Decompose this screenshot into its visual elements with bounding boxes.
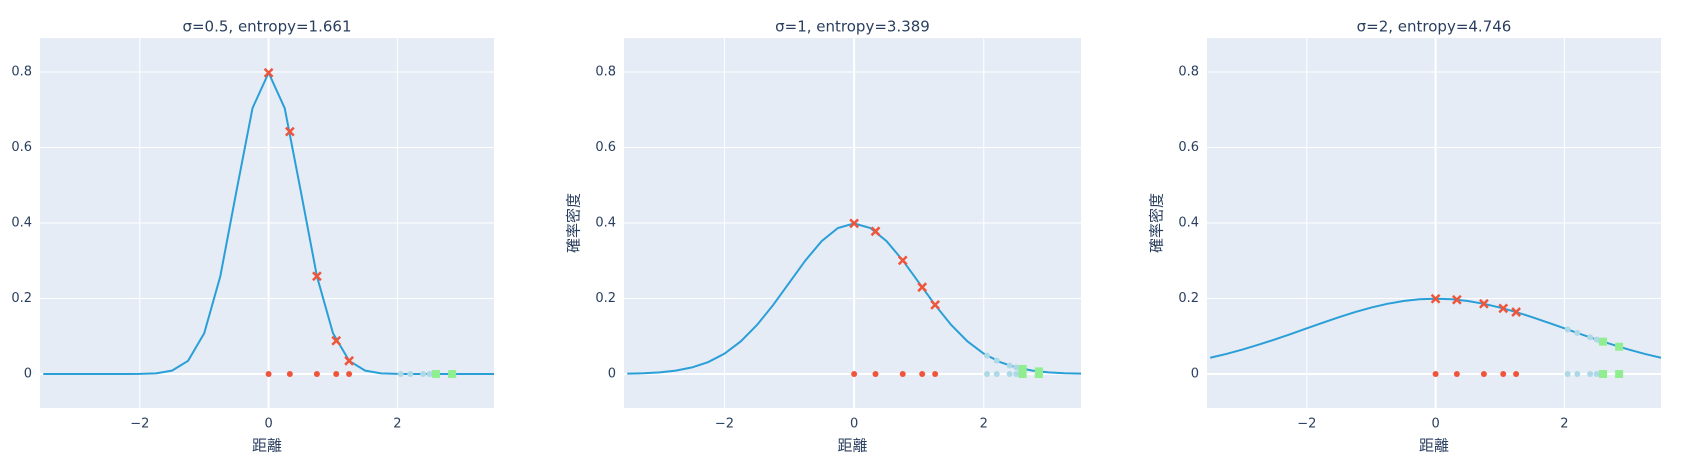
dot-marker bbox=[1564, 326, 1571, 333]
x-tick-label: 2 bbox=[1560, 417, 1568, 432]
y-tick-label: 0.8 bbox=[11, 64, 32, 79]
x-marker bbox=[312, 271, 322, 282]
square-marker bbox=[1615, 370, 1624, 379]
x-marker bbox=[1479, 298, 1489, 309]
dot-marker bbox=[1587, 334, 1594, 341]
chart-title: σ=1, entropy=3.389 bbox=[775, 18, 930, 36]
square-marker bbox=[1018, 364, 1027, 373]
dot-marker bbox=[919, 371, 926, 378]
dot-marker bbox=[346, 371, 353, 378]
x-marker bbox=[1498, 303, 1509, 314]
x-tick-label: 2 bbox=[393, 417, 401, 432]
square-marker bbox=[1599, 370, 1608, 379]
y-axis-title: 確率密度 bbox=[1148, 193, 1166, 253]
dot-marker bbox=[333, 371, 340, 378]
x-marker bbox=[331, 335, 342, 346]
square-marker bbox=[1615, 342, 1624, 351]
dot-marker bbox=[1006, 371, 1013, 378]
y-tick-label: 0.6 bbox=[1178, 140, 1199, 155]
y-tick-label: 0.6 bbox=[11, 140, 32, 155]
x-marker bbox=[1430, 293, 1441, 304]
dot-marker bbox=[397, 371, 404, 378]
x-marker bbox=[344, 355, 354, 366]
dot-marker bbox=[286, 371, 293, 378]
y-tick-label: 0.4 bbox=[595, 216, 616, 231]
x-tick-label: −2 bbox=[1297, 417, 1316, 432]
dot-marker bbox=[1564, 371, 1571, 378]
square-marker bbox=[432, 370, 441, 379]
y-tick-label: 0 bbox=[608, 367, 616, 382]
dot-marker bbox=[1587, 371, 1594, 378]
y-tick-label: 0.4 bbox=[11, 216, 32, 231]
dot-marker bbox=[851, 371, 858, 378]
x-marker bbox=[930, 300, 941, 310]
chart-title: σ=2, entropy=4.746 bbox=[1357, 18, 1512, 36]
x-tick-label: 0 bbox=[1431, 417, 1439, 432]
square-marker bbox=[1599, 337, 1608, 346]
dot-marker bbox=[1432, 371, 1439, 378]
x-marker bbox=[870, 226, 881, 237]
y-tick-label: 0.2 bbox=[1178, 291, 1199, 306]
x-tick-label: −2 bbox=[715, 417, 734, 432]
dot-marker bbox=[984, 371, 991, 378]
dot-marker bbox=[265, 371, 272, 378]
y-tick-label: 0.4 bbox=[1178, 216, 1199, 231]
y-tick-label: 0.8 bbox=[595, 64, 616, 79]
x-marker bbox=[1511, 307, 1521, 317]
dot-marker bbox=[407, 371, 414, 378]
y-tick-label: 0.2 bbox=[595, 291, 616, 306]
dot-marker bbox=[1453, 371, 1460, 378]
x-tick-label: 0 bbox=[850, 417, 858, 432]
square-marker bbox=[448, 370, 457, 379]
x-tick-label: −2 bbox=[130, 417, 149, 432]
dot-marker bbox=[1006, 362, 1013, 369]
x-axis-title: 距離 bbox=[837, 437, 867, 455]
x-marker bbox=[917, 282, 928, 293]
dot-marker bbox=[313, 371, 320, 378]
x-tick-label: 0 bbox=[264, 417, 272, 432]
x-tick-label: 2 bbox=[980, 417, 988, 432]
dot-marker bbox=[932, 371, 939, 378]
dot-marker bbox=[1574, 329, 1581, 336]
x-axis-title: 距離 bbox=[1419, 437, 1449, 455]
dot-marker bbox=[993, 357, 1000, 364]
y-tick-label: 0.6 bbox=[595, 140, 616, 155]
square-marker bbox=[1034, 370, 1043, 379]
dot-marker bbox=[984, 352, 991, 359]
dot-marker bbox=[1513, 371, 1520, 378]
y-axis-title: 確率密度 bbox=[565, 193, 583, 253]
square-marker bbox=[1018, 370, 1027, 379]
dot-marker bbox=[420, 371, 427, 378]
dot-marker bbox=[1500, 371, 1507, 378]
y-tick-label: 0.2 bbox=[11, 291, 32, 306]
chart-title: σ=0.5, entropy=1.661 bbox=[182, 18, 351, 36]
y-tick-label: 0 bbox=[24, 367, 32, 382]
dot-marker bbox=[899, 371, 906, 378]
dot-marker bbox=[1574, 371, 1581, 378]
x-marker bbox=[284, 126, 295, 137]
x-axis-title: 距離 bbox=[252, 437, 282, 455]
y-tick-label: 0 bbox=[1191, 367, 1199, 382]
dot-marker bbox=[872, 371, 879, 378]
x-marker bbox=[263, 67, 274, 78]
dot-marker bbox=[1480, 371, 1487, 378]
y-tick-label: 0.8 bbox=[1178, 64, 1199, 79]
x-marker bbox=[897, 255, 908, 266]
x-marker bbox=[849, 218, 860, 229]
dot-marker bbox=[993, 371, 1000, 378]
x-marker bbox=[1451, 294, 1462, 305]
